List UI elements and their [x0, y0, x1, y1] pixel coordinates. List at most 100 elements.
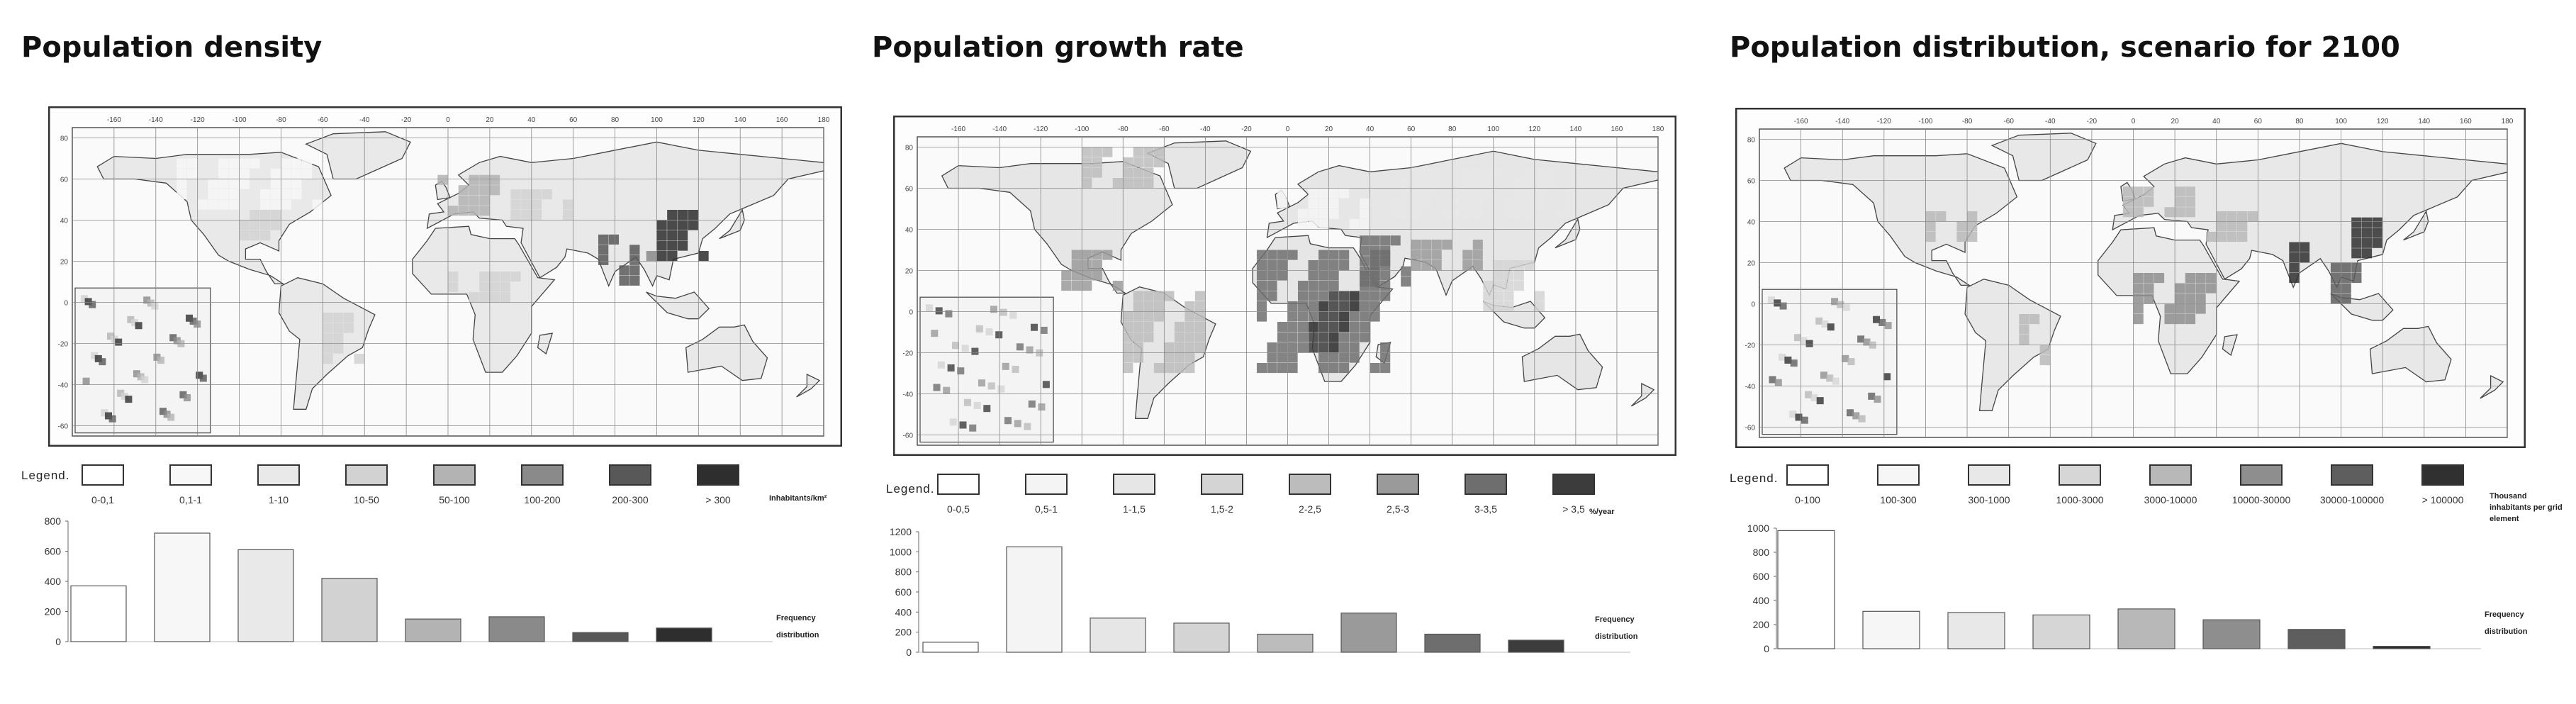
- map-cell: [489, 292, 500, 303]
- map-cell: [656, 199, 667, 210]
- inset-cell: [1801, 416, 1808, 424]
- inset-cell: [1874, 396, 1881, 403]
- legend-class-label: 1,5-2: [1211, 503, 1233, 515]
- map-cell: [2351, 191, 2362, 201]
- inset-cell: [947, 364, 955, 371]
- map-cell: [1328, 363, 1339, 374]
- map-cell: [1298, 281, 1309, 291]
- continent-europe-asia: [426, 141, 824, 287]
- legend-swatch: [169, 464, 212, 486]
- map-cell: [1977, 191, 1988, 201]
- inset-cell: [975, 325, 983, 333]
- map-cell: [343, 313, 354, 323]
- map-cell: [228, 158, 240, 169]
- map-cell: [479, 292, 490, 303]
- inset-cell: [1805, 340, 1813, 347]
- map-cell: [521, 210, 532, 220]
- inset-cell: [184, 394, 191, 402]
- continent-australia: [685, 324, 768, 381]
- map-cell: [1390, 208, 1401, 219]
- bar-2: [154, 532, 211, 642]
- map-cell: [656, 240, 667, 251]
- lon-tick-label: 60: [2254, 118, 2263, 125]
- map-cell: [1298, 332, 1309, 342]
- map-cell: [1503, 281, 1514, 291]
- map-cell: [218, 179, 229, 189]
- map-cell: [1318, 270, 1329, 281]
- map-cell: [1513, 270, 1524, 281]
- legend-swatch: [609, 464, 651, 486]
- map-cell: [1133, 178, 1143, 189]
- map-cell: [1462, 208, 1473, 219]
- map-cell: [1123, 332, 1133, 342]
- map-cell: [1360, 301, 1370, 312]
- map-cell: [1472, 188, 1483, 199]
- map-inset: [1762, 289, 1898, 435]
- map-cell: [2289, 262, 2300, 273]
- map-cell: [1565, 188, 1576, 199]
- lon-tick-label: -140: [149, 116, 163, 124]
- map-cell: [1267, 342, 1277, 353]
- map-cell: [2133, 207, 2144, 218]
- map-cell: [469, 185, 479, 196]
- map-cell: [1277, 322, 1288, 333]
- lat-tick-label: 0: [64, 300, 68, 308]
- inset-cell: [1768, 296, 1775, 304]
- lon-tick-label: -60: [318, 116, 328, 124]
- map-cell: [667, 210, 678, 220]
- inset-cell: [933, 384, 941, 391]
- map-cell: [1915, 201, 1926, 211]
- map-cell: [2351, 228, 2362, 238]
- lon-tick-label: 100: [1487, 125, 1499, 133]
- map-cell: [281, 199, 291, 210]
- map-cell: [1318, 342, 1329, 353]
- map-cell: [1308, 291, 1318, 301]
- map-cell: [2175, 196, 2185, 207]
- map-cell: [1133, 311, 1143, 322]
- map-cell: [1380, 363, 1391, 374]
- map-cell: [1123, 178, 1133, 189]
- bar-7: [2287, 629, 2346, 649]
- map-cell: [2216, 211, 2227, 222]
- map-cell: [2330, 191, 2341, 201]
- y-tick-label: 800: [1753, 547, 1770, 558]
- map-cell: [656, 220, 667, 230]
- inset-cell: [1789, 410, 1797, 418]
- map-cell: [2372, 201, 2382, 211]
- legend-swatch: [697, 464, 739, 486]
- map-cell: [1267, 363, 1277, 374]
- map-cell: [1143, 291, 1154, 301]
- map-cell: [583, 169, 594, 179]
- map-cell: [2341, 294, 2351, 304]
- map-cell: [1061, 270, 1072, 281]
- map-cell: [1360, 322, 1370, 333]
- map-cell: [1287, 352, 1298, 363]
- map-cell: [1360, 219, 1370, 230]
- map-cell: [1534, 178, 1545, 189]
- inset-cell: [143, 296, 151, 304]
- map-cell: [1339, 332, 1350, 342]
- map-cell: [542, 189, 552, 200]
- lon-tick-label: 140: [2418, 118, 2430, 125]
- map-cell: [636, 199, 646, 210]
- map-cell: [1483, 188, 1494, 199]
- inset-cell: [1016, 343, 1024, 351]
- map-cell: [2247, 211, 2258, 222]
- map-cell: [1339, 291, 1350, 301]
- map-cell: [1339, 363, 1350, 374]
- map-cell: [1339, 250, 1350, 260]
- legend-class-label: > 3,5: [1562, 503, 1585, 515]
- map-cell: [2175, 303, 2185, 314]
- map-cell: [2278, 191, 2289, 201]
- map-cell: [1894, 191, 1905, 201]
- map-cell: [531, 189, 542, 200]
- y-tick-label: 200: [1753, 619, 1770, 630]
- map-cell: [1298, 301, 1309, 312]
- map-cell: [1431, 178, 1442, 189]
- panel-title: Population distribution, scenario for 21…: [1730, 31, 2400, 64]
- map-cell: [1380, 235, 1391, 246]
- bar-1: [922, 642, 979, 653]
- map-cell: [1174, 352, 1185, 363]
- map-cell: [333, 313, 344, 323]
- map-cell: [1524, 178, 1535, 189]
